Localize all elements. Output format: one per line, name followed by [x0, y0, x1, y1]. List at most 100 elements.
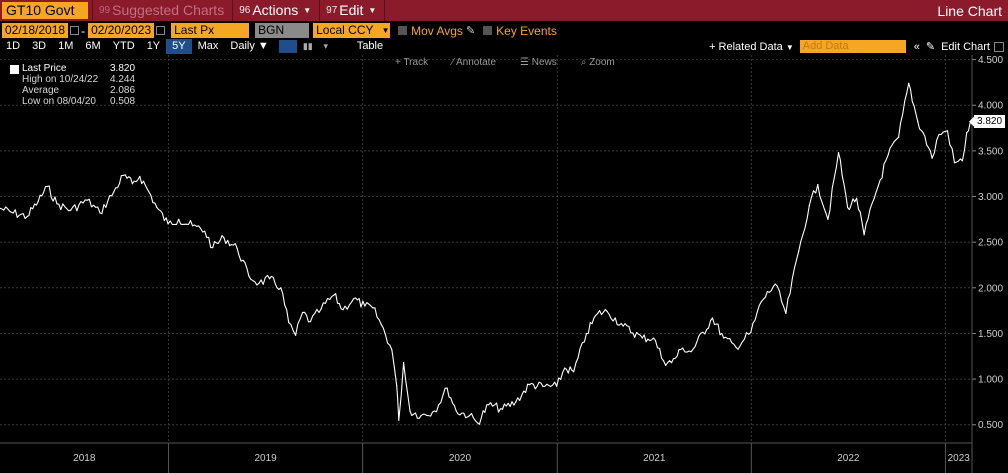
annotate-tool[interactable]: ⁄ Annotate [452, 57, 497, 68]
settings-square-icon[interactable] [994, 41, 1004, 52]
range-ytd[interactable]: YTD [112, 40, 135, 52]
data-point [476, 422, 479, 424]
chart-area[interactable]: 4.500 4.000 3.500 3.000 2.500 2.000 1.500 1.000… [0, 55, 1008, 473]
chevron-down-icon[interactable]: ▼ [381, 23, 391, 38]
data-point [887, 154, 889, 157]
last-price-marker: 3.820 [974, 115, 1006, 129]
caret-down-icon: ▼ [368, 6, 377, 15]
x-tick-label: 2022 [837, 453, 860, 464]
pencil-icon[interactable]: ✎ [925, 41, 936, 53]
series-line[interactable] [0, 82, 973, 425]
legend-label: Average [22, 85, 60, 96]
periodicity-select[interactable]: Daily ▼ [224, 39, 274, 54]
actions-button[interactable]: 96 Actions ▼ [235, 2, 315, 19]
calendar-icon[interactable] [70, 26, 80, 35]
related-data-label: + Related Data [709, 40, 783, 53]
suggested-charts-button[interactable]: 99 Suggested Charts [95, 2, 228, 19]
last-price-pointer [969, 116, 974, 127]
legend-value: 2.086 [110, 85, 136, 96]
data-point [409, 410, 411, 412]
data-point [0, 207, 1, 209]
suggested-charts-label: Suggested Charts [112, 2, 225, 18]
data-point [542, 385, 544, 387]
divider [384, 0, 386, 21]
line-chart[interactable]: 4.500 4.000 3.500 3.000 2.500 2.000 1.500 1.000… [0, 55, 1008, 473]
data-point [122, 174, 124, 177]
chart-hover-tools: + Track ⁄ Annotate ☰ News ⌕ Zoom [395, 57, 639, 68]
end-date-input[interactable]: 02/20/2023 [88, 23, 155, 38]
calendar-icon[interactable] [156, 26, 166, 35]
y-tick-label: 1.000 [978, 375, 1003, 386]
track-tool[interactable]: + Track [395, 57, 429, 68]
data-point [908, 82, 910, 84]
y-tick-label: 4.000 [978, 101, 1003, 112]
data-point [961, 160, 964, 162]
edit-chart-button[interactable]: Edit Chart [941, 40, 990, 53]
range-max[interactable]: Max [197, 40, 219, 52]
key-events-label[interactable]: Key Events [496, 23, 557, 38]
data-point [402, 362, 405, 364]
chevron-down-icon[interactable]: ▾ [323, 41, 329, 51]
edit-button[interactable]: 97 Edit ▼ [322, 2, 380, 19]
zoom-tool[interactable]: ⌕ Zoom [580, 57, 615, 68]
data-point [817, 184, 819, 186]
bar-chart-icon[interactable]: ▮▮ [302, 41, 313, 51]
data-point [178, 218, 180, 220]
y-tick-label: 2.000 [978, 283, 1003, 294]
legend-average: Average 2.086 [8, 85, 142, 96]
data-point [711, 317, 714, 319]
mov-avgs-checkbox[interactable] [398, 26, 408, 35]
start-date-input[interactable]: 02/18/2018 [2, 23, 69, 38]
key-events-checkbox[interactable] [483, 26, 493, 35]
data-point [191, 225, 194, 227]
range-1d[interactable]: 1D [6, 40, 21, 52]
data-point [573, 371, 575, 373]
range-1m[interactable]: 1M [58, 40, 74, 52]
legend-value: 0.508 [110, 96, 136, 107]
x-tick-label: 2019 [254, 453, 277, 464]
data-point [529, 383, 531, 386]
data-point [946, 130, 949, 132]
range-3d[interactable]: 3D [32, 40, 47, 52]
data-point [953, 162, 956, 164]
add-data-input[interactable]: Add Data [799, 40, 906, 53]
data-point [333, 294, 335, 296]
data-point [515, 401, 517, 403]
mov-avgs-label[interactable]: Mov Avgs [411, 23, 463, 38]
range-1y[interactable]: 1Y [146, 40, 161, 52]
legend-high: High on 10/24/22 4.244 [8, 74, 142, 85]
y-tick-label: 3.000 [978, 192, 1003, 203]
data-point [420, 415, 422, 417]
caret-down-icon: ▼ [785, 42, 794, 52]
currency-select[interactable]: Local CCY [313, 23, 382, 38]
collapse-icon[interactable]: « [913, 40, 920, 53]
data-point [556, 385, 558, 387]
edit-label: Edit [339, 2, 364, 18]
data-point [750, 331, 752, 334]
data-point [682, 347, 684, 349]
data-point [352, 298, 355, 300]
pencil-icon[interactable]: ✎ [465, 25, 476, 37]
data-point [873, 197, 875, 199]
legend-value: 3.820 [110, 63, 136, 74]
data-point [46, 185, 48, 188]
legend-value: 4.244 [110, 74, 136, 85]
data-point [798, 250, 800, 252]
actions-label: Actions [252, 2, 299, 18]
source-input[interactable]: BGN [255, 23, 310, 38]
news-tool[interactable]: ☰ News [520, 57, 557, 68]
table-button[interactable]: Table [356, 40, 384, 52]
title-bar: GT10 Govt 99 Suggested Charts 96 Actions… [0, 0, 1008, 21]
x-tick-label: 2018 [73, 453, 96, 464]
line-chart-icon[interactable] [278, 40, 297, 53]
range-5y[interactable]: 5Y [166, 39, 192, 54]
data-point [396, 384, 398, 387]
range-6m[interactable]: 6M [85, 40, 101, 52]
data-point [295, 334, 297, 336]
data-point [808, 205, 810, 207]
data-point [837, 152, 840, 154]
field-input[interactable]: Last Px [171, 23, 250, 38]
related-data-button[interactable]: + Related Data ▼ [709, 41, 794, 53]
data-point [268, 278, 271, 280]
ticker-field[interactable]: GT10 Govt [2, 2, 88, 19]
